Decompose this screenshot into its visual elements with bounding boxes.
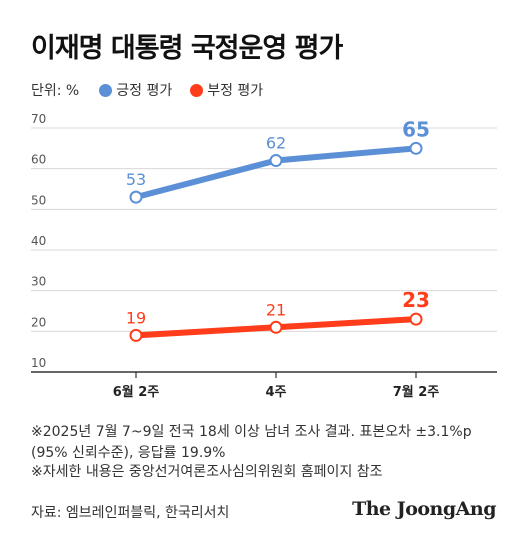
reference-note: ※자세한 내용은 중앙선거여론조사심의위원회 홈페이지 참조 [31,464,383,480]
x-tick-label: 7월 2주 [393,384,440,400]
y-tick-label: 40 [31,234,46,248]
data-label-positive: 53 [126,170,146,189]
data-point-positive [269,154,283,168]
brand-logo: The JoongAng [352,498,496,520]
survey-note: ※2025년 7월 7~9일 전국 18세 이상 남녀 조사 결과. 표본오차 … [31,422,472,464]
data-point-negative [409,312,423,326]
chart-title: 이재명 대통령 국정운영 평가 [31,33,343,64]
y-tick-label: 10 [31,356,46,370]
data-label-negative: 23 [402,288,430,312]
series-layer: 53 62 65 19 21 23 [126,117,430,342]
x-axis: 6월 2주 4주 7월 2주 [31,371,497,400]
data-label-negative: 21 [266,300,286,319]
y-tick-label: 20 [31,315,46,329]
legend-negative-dot [190,83,204,97]
x-tick-label: 4주 [265,385,286,400]
y-tick-label: 70 [31,112,46,126]
line-chart: 10 20 30 40 50 60 70 6월 2주 4주 7월 2주 53 62 65 19 21 23 [31,112,497,400]
legend-positive-dot [99,83,113,97]
data-point-positive [129,190,143,204]
data-point-negative [129,328,143,342]
data-point-positive [409,141,423,155]
survey-note-line1: ※2025년 7월 7~9일 전국 18세 이상 남녀 조사 결과. 표본오차 … [31,424,472,440]
legend: 단위: % 긍정 평가 부정 평가 [31,80,281,100]
legend-negative-label: 부정 평가 [207,83,264,99]
y-tick-label: 30 [31,275,46,289]
legend-positive: 긍정 평가 [99,80,172,100]
x-tick-label: 6월 2주 [113,384,160,400]
unit-label: 단위: % [31,83,80,99]
data-label-positive: 65 [402,117,430,141]
data-point-negative [269,320,283,334]
y-tick-label: 60 [31,153,46,167]
legend-positive-label: 긍정 평가 [116,83,173,99]
legend-negative: 부정 평가 [190,80,263,100]
data-label-positive: 62 [266,134,286,153]
source-label: 자료: 엠브레인퍼블릭, 한국리서치 [31,505,230,521]
y-tick-label: 50 [31,193,46,207]
data-label-negative: 19 [126,308,146,327]
grid: 10 20 30 40 50 60 70 [31,112,497,370]
survey-note-line2: (95% 신뢰수준), 응답률 19.9% [31,445,226,461]
